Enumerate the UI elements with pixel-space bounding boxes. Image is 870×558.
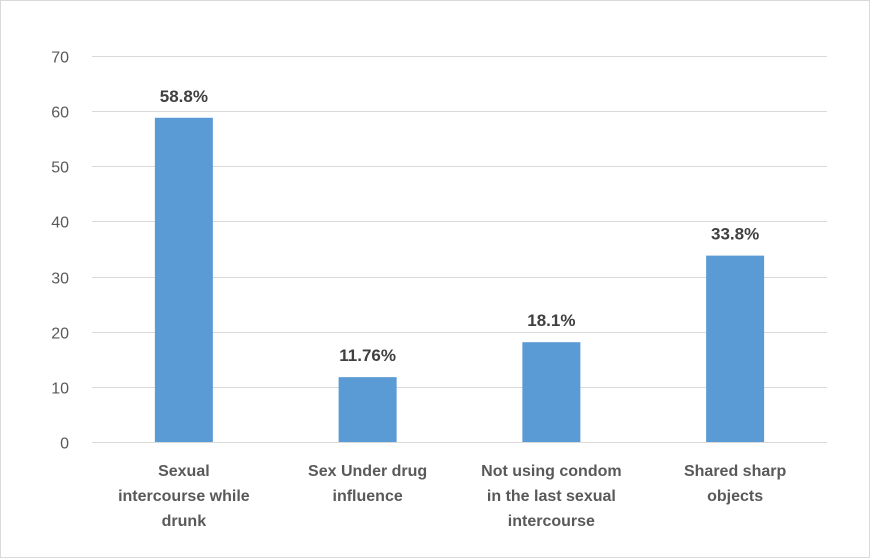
category-label-line: Sex Under drug (308, 463, 427, 480)
y-tick-label-70: 70 (51, 50, 69, 67)
category-label-1: Sexual intercourse while drunk (118, 463, 250, 530)
y-tick-label-0: 0 (60, 436, 69, 453)
data-label-3: 18.1% (527, 311, 575, 330)
category-label-line: Not using condom (481, 463, 621, 480)
category-label-line: drunk (162, 513, 207, 530)
category-label-3: Not using condom in the last sexual interc… (481, 463, 621, 530)
category-label-line: intercourse while (118, 488, 250, 505)
y-tick-label-40: 40 (51, 215, 69, 232)
data-labels: 58.8% 11.76% 18.1% 33.8% (160, 87, 759, 365)
y-tick-label-20: 20 (51, 326, 69, 343)
y-tick-label-50: 50 (51, 160, 69, 177)
y-tick-label-30: 30 (51, 271, 69, 288)
y-axis-tick-labels: 0 10 20 30 40 50 60 70 (51, 50, 69, 453)
data-label-2: 11.76% (339, 346, 396, 365)
bar-1 (154, 117, 213, 442)
y-tick-label-60: 60 (51, 105, 69, 122)
bars (154, 117, 765, 442)
data-label-1: 58.8% (160, 87, 208, 106)
category-label-line: objects (707, 488, 763, 505)
bar-4 (706, 255, 765, 442)
category-label-line: Sexual (158, 463, 210, 480)
data-label-4: 33.8% (711, 225, 759, 244)
bar-2 (338, 377, 397, 442)
category-label-line: in the last sexual (487, 488, 616, 505)
category-label-line: intercourse (508, 513, 595, 530)
category-labels: Sexual intercourse while drunk Sex Under dr… (118, 463, 786, 530)
bar-3 (522, 342, 581, 442)
gridlines (92, 56, 827, 443)
category-label-line: Shared sharp (684, 463, 786, 480)
category-label-4: Shared sharp objects (684, 463, 786, 505)
y-tick-label-10: 10 (51, 381, 69, 398)
category-label-line: influence (333, 488, 403, 505)
category-label-2: Sex Under drug influence (308, 463, 427, 505)
